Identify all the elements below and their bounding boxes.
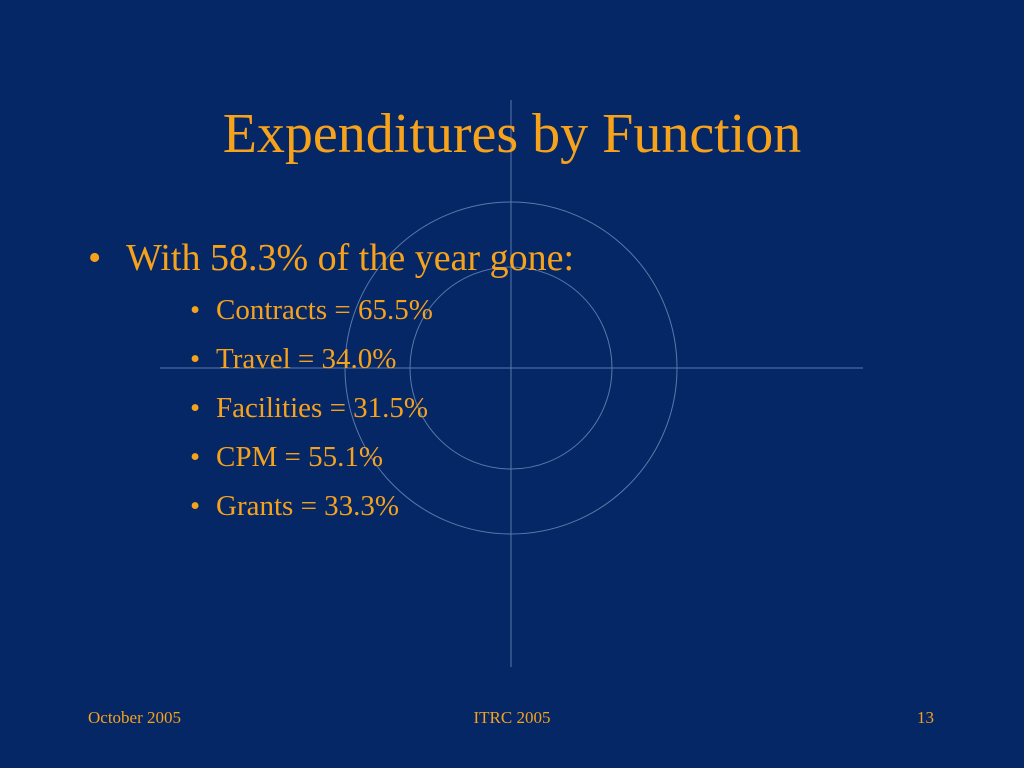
sub-bullet: Facilities = 31.5%: [190, 392, 428, 425]
sub-bullet: Grants = 33.3%: [190, 490, 399, 523]
footer-center: ITRC 2005: [473, 708, 551, 727]
sub-bullet: CPM = 55.1%: [190, 441, 383, 474]
sub-bullet: Contracts = 65.5%: [190, 294, 433, 327]
title: Expenditures by Function: [222, 103, 802, 165]
footer-left: October 2005: [88, 708, 182, 727]
bullet: With 58.3% of the year gone:: [88, 236, 574, 280]
footer-right: 13: [917, 708, 934, 727]
sub-bullet: Travel = 34.0%: [190, 343, 396, 376]
